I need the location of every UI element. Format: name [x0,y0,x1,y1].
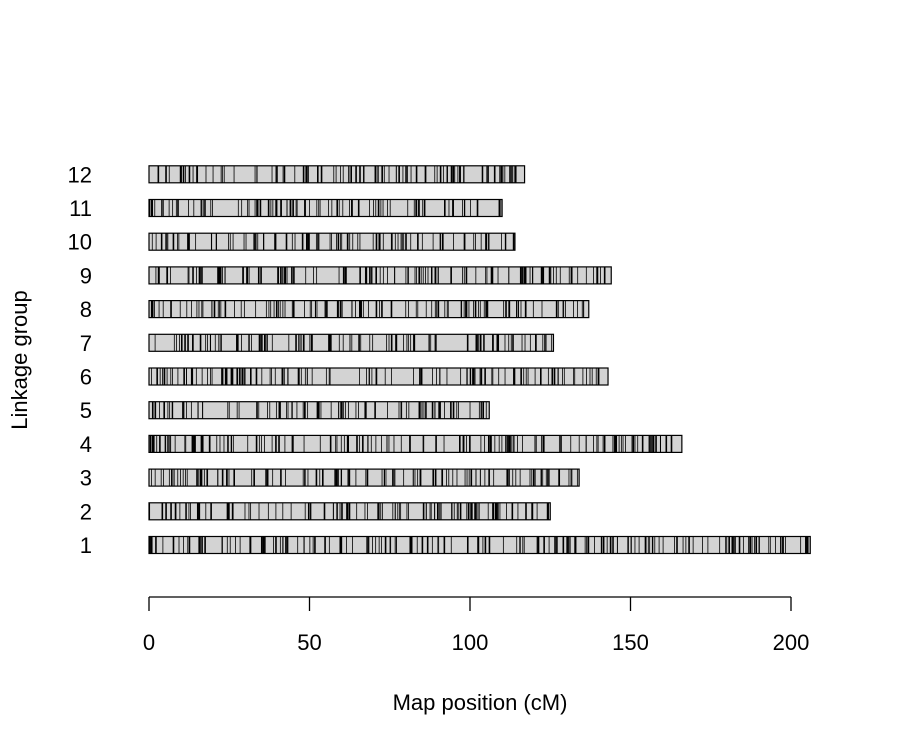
linkage-group-1: 1 [80,533,811,558]
group-label: 6 [80,365,92,390]
group-label: 4 [80,432,92,457]
linkage-group-4: 4 [80,432,683,457]
linkage-group-bar [149,334,554,352]
linkage-group-outline [148,232,516,251]
linkage-group-bar [149,368,609,385]
linkage-group-bar [149,199,503,217]
linkage-group-5: 5 [80,398,490,423]
linkage-group-bar [149,233,515,251]
linkage-group-outline [148,198,503,218]
linkage-group-bar [149,469,580,487]
linkage-group-bar [149,536,811,554]
linkage-group-10: 10 [68,230,516,255]
linkage-group-outline [148,502,551,521]
group-label: 5 [80,398,92,423]
x-tick-label: 50 [297,630,321,655]
linkage-group-bar [149,165,525,183]
linkage-group-outline [148,468,580,487]
group-label: 2 [80,499,92,524]
linkage-group-12: 12 [68,162,526,187]
x-axis-title: Map position (cM) [393,690,568,715]
linkage-group-outline [148,333,555,352]
group-label: 11 [69,196,92,221]
linkage-group-outline [148,165,526,184]
linkage-group-outline [148,434,683,453]
linkage-group-11: 11 [69,196,503,221]
group-label: 1 [80,533,92,558]
linkage-group-outline [148,401,490,420]
x-tick-label: 0 [143,630,155,655]
linkage-group-outline [148,367,609,386]
linkage-group-7: 7 [80,331,555,356]
linkage-group-outline [148,535,811,555]
x-tick-label: 100 [452,630,489,655]
x-tick-label: 200 [773,630,810,655]
linkage-group-9: 9 [80,263,612,288]
group-label: 7 [80,331,92,356]
linkage-group-8: 8 [80,297,590,322]
group-label: 10 [68,230,92,255]
x-tick-label: 150 [612,630,649,655]
linkage-group-outline [148,266,612,285]
group-label: 12 [68,162,92,187]
linkage-group-outline [148,300,590,319]
group-label: 9 [80,263,92,288]
y-axis-title: Linkage group [7,290,32,429]
group-label: 8 [80,297,92,322]
linkage-group-3: 3 [80,466,580,491]
linkage-group-6: 6 [80,365,609,390]
linkage-group-2: 2 [80,499,551,524]
group-label: 3 [80,466,92,491]
x-axis: 0 50 100 150 200 [143,596,810,655]
linkage-group-bar [149,435,682,453]
